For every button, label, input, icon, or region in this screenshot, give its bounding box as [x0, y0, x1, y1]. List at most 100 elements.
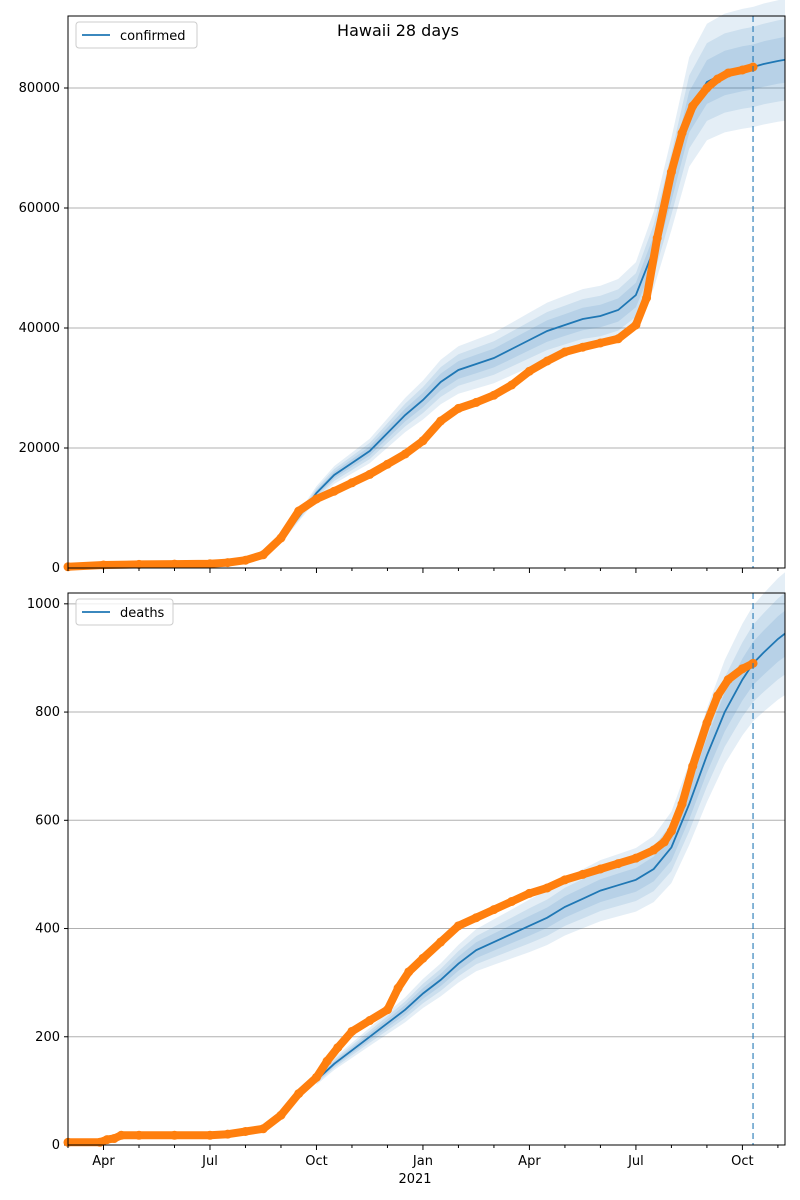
y-tick-label: 200: [35, 1030, 60, 1045]
y-tick-label: 80000: [19, 81, 60, 96]
observed-point: [688, 101, 698, 111]
observed-point: [666, 167, 676, 177]
observed-point: [524, 366, 534, 376]
observed-point: [659, 837, 669, 847]
observed-point: [702, 718, 712, 728]
observed-point: [134, 1130, 144, 1140]
observed-point: [560, 347, 570, 357]
axes-frame: [67, 592, 786, 1146]
observed-point: [240, 555, 250, 565]
observed-point: [507, 896, 517, 906]
observed-point: [404, 967, 414, 977]
observed-point: [642, 293, 652, 303]
observed-point: [542, 356, 552, 366]
observed-point: [258, 550, 268, 560]
observed-point: [240, 1126, 250, 1136]
legend-box: [75, 598, 174, 626]
observed-point: [489, 905, 499, 915]
observed-point: [595, 864, 605, 874]
uncertainty-band: [227, 0, 785, 563]
observed-point: [418, 953, 428, 963]
observed-point: [453, 921, 463, 931]
observed-point: [471, 397, 481, 407]
observed-point: [382, 1005, 392, 1015]
observed-point: [333, 1043, 343, 1053]
y-tick-label: 0: [52, 1138, 60, 1153]
observed-point: [613, 859, 623, 869]
observed-point: [560, 875, 570, 885]
observed-point: [471, 913, 481, 923]
observed-point: [258, 1124, 268, 1134]
legend-label: deaths: [120, 606, 165, 621]
y-tick-label: 600: [35, 813, 60, 828]
observed-point: [393, 983, 403, 993]
panel-2: 0 200 400 600 800 1000 Apr Jul Oct Jan Apr Jul Oct de…: [27, 572, 786, 1169]
observed-point: [723, 68, 733, 78]
observed-point: [631, 320, 641, 330]
observed-point: [322, 1056, 332, 1066]
observed-point: [418, 436, 428, 446]
observed-point: [169, 559, 179, 569]
observed-point: [613, 334, 623, 344]
observed-point: [524, 888, 534, 898]
observed-point: [666, 826, 676, 836]
observed-point: [713, 691, 723, 701]
observed-point: [702, 83, 712, 93]
legend-label: confirmed: [120, 29, 186, 44]
observed-point: [223, 558, 233, 568]
observed-point: [223, 1129, 233, 1139]
observed-point: [205, 559, 215, 569]
observed-point: [347, 478, 357, 488]
legend: deaths: [75, 598, 174, 626]
observed-point: [649, 845, 659, 855]
observed-point: [276, 1110, 286, 1120]
x-tick-label: Apr: [92, 1154, 115, 1169]
observed-point: [631, 853, 641, 863]
x-tick-label: Oct: [305, 1154, 327, 1169]
observed-point: [311, 494, 321, 504]
x-tick-label: Oct: [731, 1154, 753, 1169]
observed-point: [507, 380, 517, 390]
figure-title: Hawaii 28 days: [337, 21, 459, 40]
observed-point: [677, 799, 687, 809]
observed-point: [311, 1072, 321, 1082]
observed-point: [688, 761, 698, 771]
observed-point: [134, 559, 144, 569]
observed-point: [205, 1130, 215, 1140]
observed-point: [294, 506, 304, 516]
x-tick-label: Jan: [412, 1154, 433, 1169]
x-tick-label: Jul: [627, 1154, 644, 1169]
observed-point: [276, 533, 286, 543]
observed-point: [542, 883, 552, 893]
observed-point: [737, 65, 747, 75]
y-tick-label: 20000: [19, 441, 60, 456]
observed-point: [595, 338, 605, 348]
y-tick-label: 60000: [19, 201, 60, 216]
observed-point: [102, 1135, 112, 1145]
model-line: [315, 632, 786, 1081]
observed-point: [294, 1089, 304, 1099]
axes-frame: [67, 15, 786, 569]
y-tick-label: 1000: [27, 597, 60, 612]
observed-point: [453, 403, 463, 413]
uncertainty-band: [227, 36, 785, 563]
observed-point: [109, 1134, 119, 1144]
observed-point: [489, 390, 499, 400]
observed-point: [98, 560, 108, 570]
panel-1: 0 20000 40000 60000 80000 confirmed: [19, 0, 786, 576]
observed-point: [677, 128, 687, 138]
legend-box: [75, 21, 198, 49]
observed-point: [436, 416, 446, 426]
observed-point: [169, 1130, 179, 1140]
observed-point: [652, 233, 662, 243]
observed-point: [578, 869, 588, 879]
observed-point: [116, 1130, 126, 1140]
y-tick-label: 400: [35, 922, 60, 937]
observed-point: [365, 1016, 375, 1026]
observed-point: [578, 342, 588, 352]
observed-point: [329, 486, 339, 496]
y-tick-label: 800: [35, 705, 60, 720]
observed-point: [713, 74, 723, 84]
y-tick-label: 40000: [19, 321, 60, 336]
